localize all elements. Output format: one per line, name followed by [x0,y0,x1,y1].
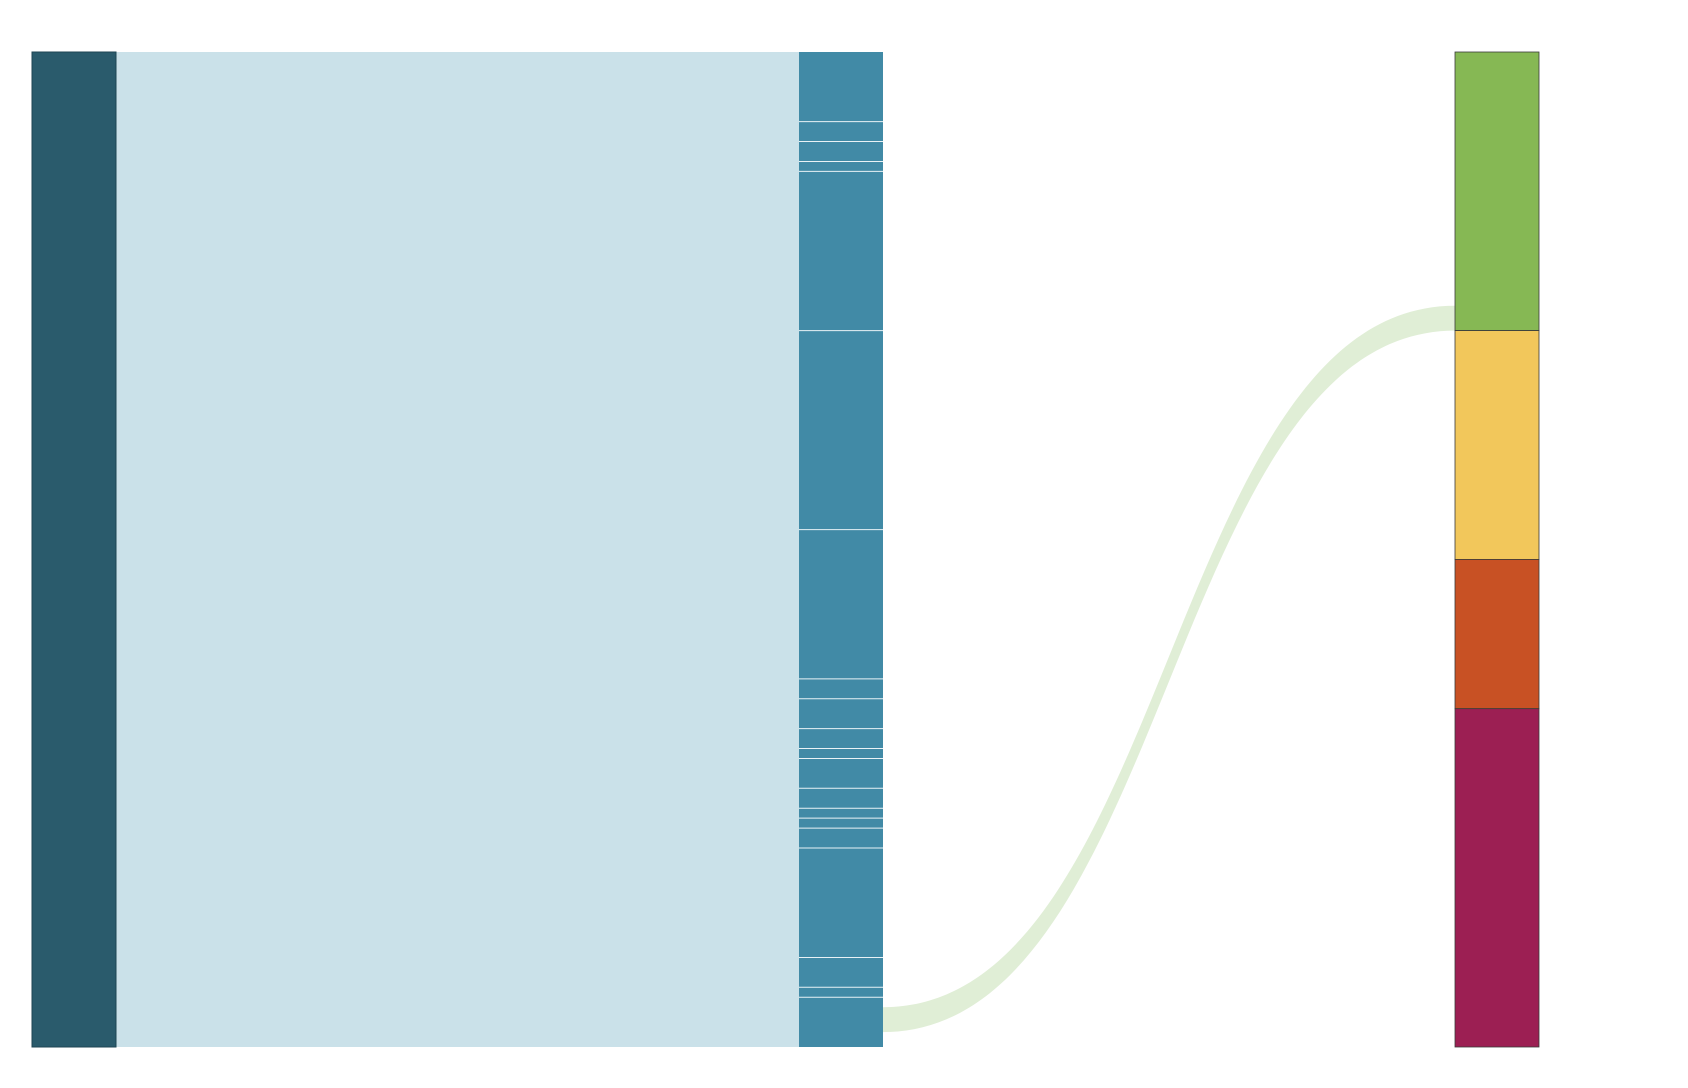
middle-node-5 [799,171,883,331]
middle-node-14 [799,808,883,819]
middle-node-12 [799,758,883,789]
middle-node-1 [799,52,883,122]
middle-node-17 [799,848,883,958]
middle-node-16 [799,828,883,848]
source-node [31,51,117,1048]
middle-node-13 [799,788,883,809]
middle-node-9 [799,698,883,729]
middle-node-10 [799,728,883,749]
middle-node-18 [799,957,883,988]
middle-node-8 [799,678,883,699]
source-flow-band [116,52,799,1047]
middle-node-2 [799,121,883,142]
middle-node-6 [799,330,883,530]
middle-node-15 [799,818,883,829]
target-node-green [1454,51,1540,332]
highlighted-flow-link [883,305,1455,1033]
middle-node-19 [799,987,883,998]
target-node-magenta [1454,708,1540,1048]
target-node-orange [1454,559,1540,710]
middle-node-3 [799,141,883,162]
middle-node-20 [799,997,883,1047]
target-node-yellow [1454,330,1540,560]
middle-node-11 [799,748,883,759]
middle-node-7 [799,529,883,679]
middle-node-4 [799,161,883,172]
